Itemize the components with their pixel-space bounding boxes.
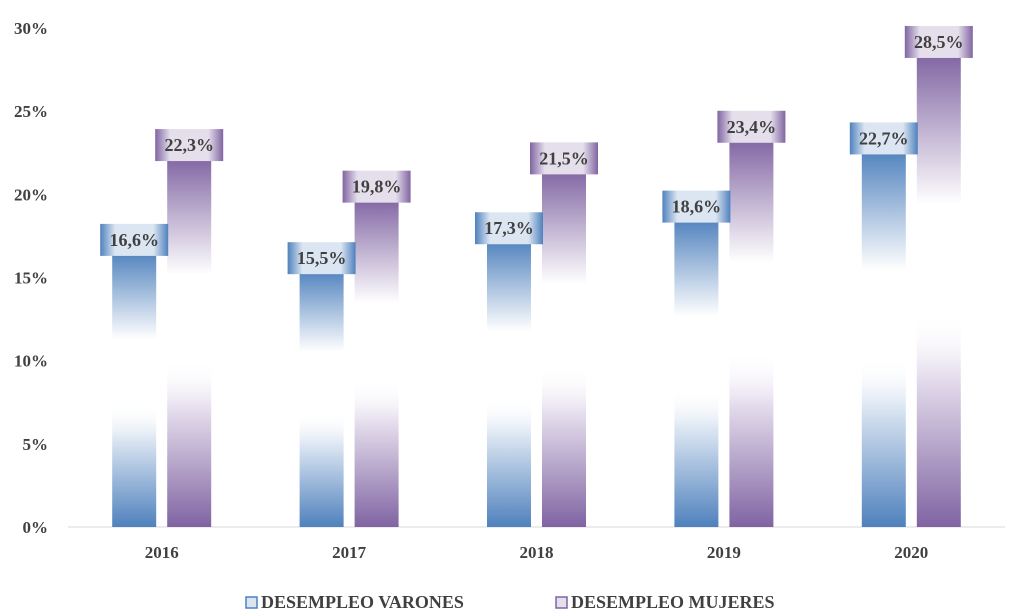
bar-varones-2020: [861, 149, 906, 527]
legend-label: DESEMPLEO MUJERES: [571, 592, 775, 612]
bar-varones-2018: [487, 239, 531, 527]
data-labels-group: 16,6% 22,3% 15,5% 19,8% 17,3% 21,5% 18,6% 23,4%…: [100, 25, 973, 275]
data-label: 15,5%: [297, 248, 347, 268]
data-label: 23,4%: [727, 117, 777, 137]
data-label-box: [530, 142, 598, 175]
x-category-label: 2017: [332, 543, 367, 562]
x-category-label: 2019: [707, 543, 741, 562]
data-label: 21,5%: [539, 148, 589, 168]
data-label-box: [342, 170, 411, 203]
data-label: 19,8%: [352, 177, 402, 197]
x-category-label: 2020: [894, 543, 928, 562]
y-tick-label: 5%: [23, 435, 49, 454]
bar-mujeres-2019: [729, 137, 774, 527]
data-label: 18,6%: [672, 197, 722, 217]
data-label-box: [662, 190, 731, 223]
bar-varones-2019: [674, 217, 719, 527]
bar-varones-2017: [299, 269, 344, 527]
bar-mujeres-2017: [354, 197, 399, 527]
legend-label: DESEMPLEO VARONES: [261, 592, 464, 612]
y-tick-label: 30%: [14, 19, 48, 38]
y-tick-label: 25%: [14, 102, 48, 121]
y-tick-label: 10%: [14, 352, 48, 371]
y-axis: 0% 5% 10% 15% 20% 25% 30%: [14, 19, 48, 537]
y-tick-label: 15%: [14, 269, 48, 288]
legend: DESEMPLEO VARONES DESEMPLEO MUJERES: [245, 592, 775, 612]
bar-mujeres-2016: [167, 156, 212, 527]
data-label: 22,7%: [859, 128, 909, 148]
data-label-box: [717, 110, 786, 143]
data-label-box: [100, 223, 169, 256]
data-label: 16,6%: [109, 230, 159, 250]
x-category-label: 2016: [145, 543, 179, 562]
x-category-label: 2018: [520, 543, 554, 562]
data-label: 17,3%: [484, 218, 534, 238]
data-label-box: [155, 129, 224, 162]
y-tick-label: 20%: [14, 185, 48, 204]
data-label: 22,3%: [164, 135, 214, 155]
legend-swatch: [245, 596, 258, 609]
bars-group: [112, 52, 961, 528]
legend-swatch: [555, 596, 568, 609]
y-tick-label: 0%: [23, 518, 49, 537]
x-axis-categories: 2016 2017 2018 2019 2020: [145, 543, 929, 562]
data-label-box: [849, 122, 918, 155]
data-label-box: [904, 25, 973, 58]
bar-mujeres-2020: [916, 52, 961, 527]
bar-varones-2016: [112, 250, 157, 528]
data-label-box: [287, 242, 356, 275]
data-label: 28,5%: [914, 32, 964, 52]
data-label-box: [475, 212, 543, 245]
bar-mujeres-2018: [542, 169, 586, 527]
